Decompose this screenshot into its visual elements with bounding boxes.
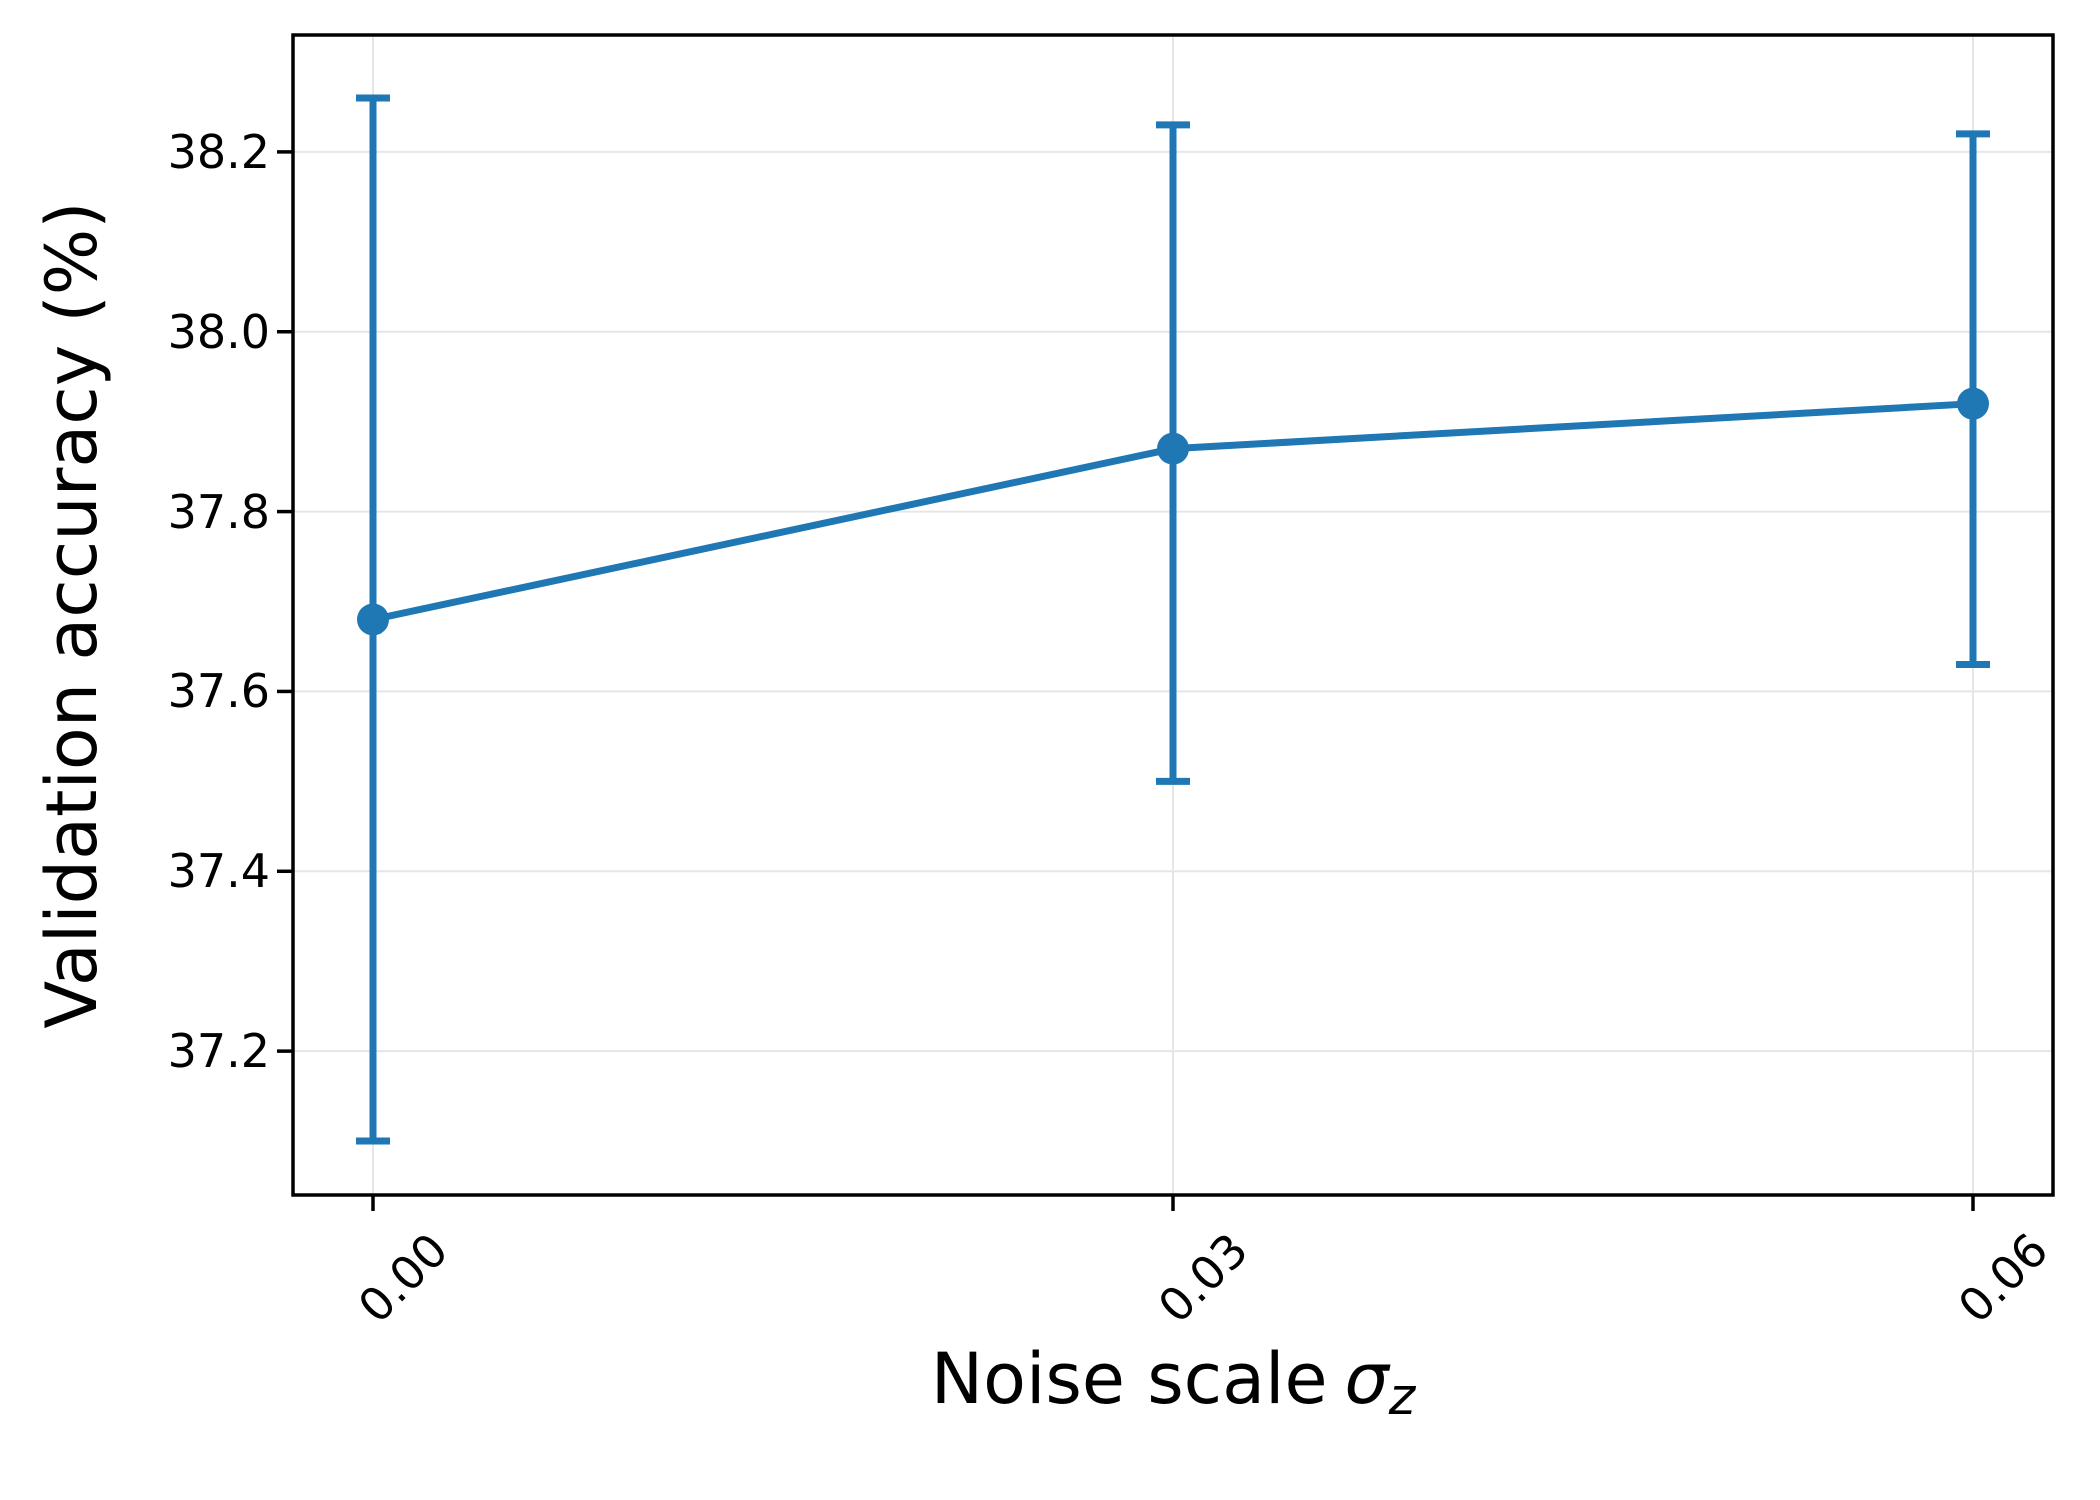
y-tick-label: 38.0 bbox=[167, 304, 270, 359]
y-tick-label: 37.8 bbox=[167, 484, 270, 539]
y-axis-label: Validation accuracy (%) bbox=[31, 201, 113, 1028]
y-tick-label: 37.4 bbox=[167, 844, 270, 899]
y-tick-label: 37.2 bbox=[167, 1024, 270, 1079]
y-tick-label: 38.2 bbox=[167, 124, 270, 179]
y-axis-label-text: Validation accuracy (%) bbox=[31, 201, 113, 1029]
y-tick-label: 37.6 bbox=[167, 664, 270, 719]
data-point-marker bbox=[1157, 432, 1189, 465]
data-point-marker bbox=[1957, 387, 1989, 420]
x-axis-label: Noise scale σz bbox=[293, 1338, 2053, 1426]
sigma-symbol: σ bbox=[1344, 1338, 1389, 1420]
x-axis-label-text: Noise scale bbox=[930, 1338, 1328, 1420]
data-point-marker bbox=[357, 603, 389, 636]
sigma-subscript: z bbox=[1388, 1367, 1416, 1427]
